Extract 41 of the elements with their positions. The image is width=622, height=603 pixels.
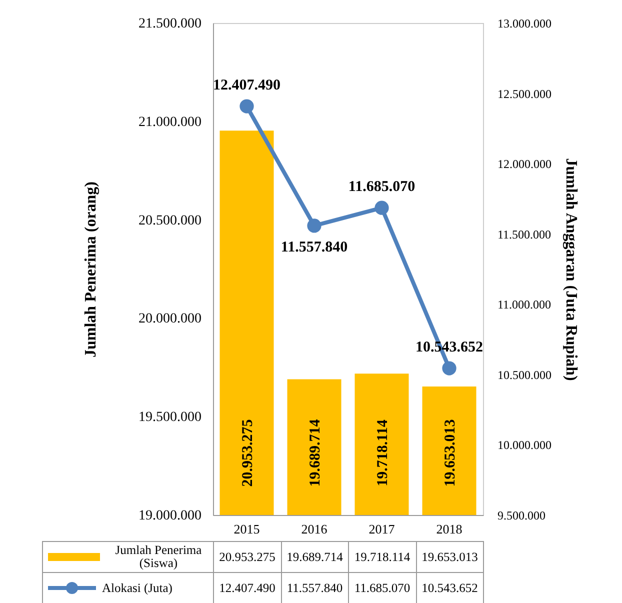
point [374,200,389,215]
x-tick-label: 2018 [436,522,462,536]
text: 12.407.490 [213,77,280,94]
legend-label: Alokasi (Juta) [102,580,172,595]
y-tick-label: 20.000.000 [138,312,202,327]
point [442,361,456,376]
y-tick-label: 20.500.000 [138,213,202,228]
text: 19.718.114 [374,420,391,486]
text: 11.685.070 [348,178,416,195]
y2-tick-label: 13.000.000 [498,16,552,30]
y2-tick-label: 9.500.000 [498,508,546,522]
data-label: 12.407.490 [214,572,281,603]
y2-tick-label: 10.500.000 [498,368,552,382]
x-tick-label: 2015 [234,522,260,536]
point [240,99,254,114]
y-tick-label: 21.500.000 [138,16,202,32]
y2-tick-label: 11.000.000 [498,298,552,312]
text: 19.689.714 [307,419,324,487]
legend-label: Jumlah Penerima (Siswa) [114,543,203,570]
data-label: 19.653.013 [416,542,484,572]
y-tick-label: 19.500.000 [138,410,202,426]
y2-tick-label: 12.500.000 [498,86,552,101]
text: 20.953.275 [240,419,256,487]
x-tick-label: 2016 [301,522,328,536]
y2-tick-label: 12.000.000 [498,157,552,172]
y2-tick-label: 11.500.000 [498,227,552,242]
y2-axis-title: Jumlah Anggaran (Juta Rupiah) [562,158,580,381]
data-label: 19.689.714 [281,542,348,572]
point [307,218,322,233]
data-label: 11.685.070 [348,572,416,603]
y-tick-label: 21.000.000 [138,114,202,130]
data-label: 10.543.652 [416,572,484,603]
y-tick-label: 19.000.000 [138,508,202,524]
y2-tick-label: 10.000.000 [498,438,552,452]
x-tick-label: 2017 [368,522,396,536]
y-axis-title: Jumlah Penerima (orang) [82,182,100,358]
text: 11.557.840 [280,240,348,256]
data-label: 20.953.275 [214,542,281,572]
data-label: 19.718.114 [348,542,416,572]
text: 19.653.013 [442,419,458,487]
data-label: 11.557.840 [281,572,348,603]
